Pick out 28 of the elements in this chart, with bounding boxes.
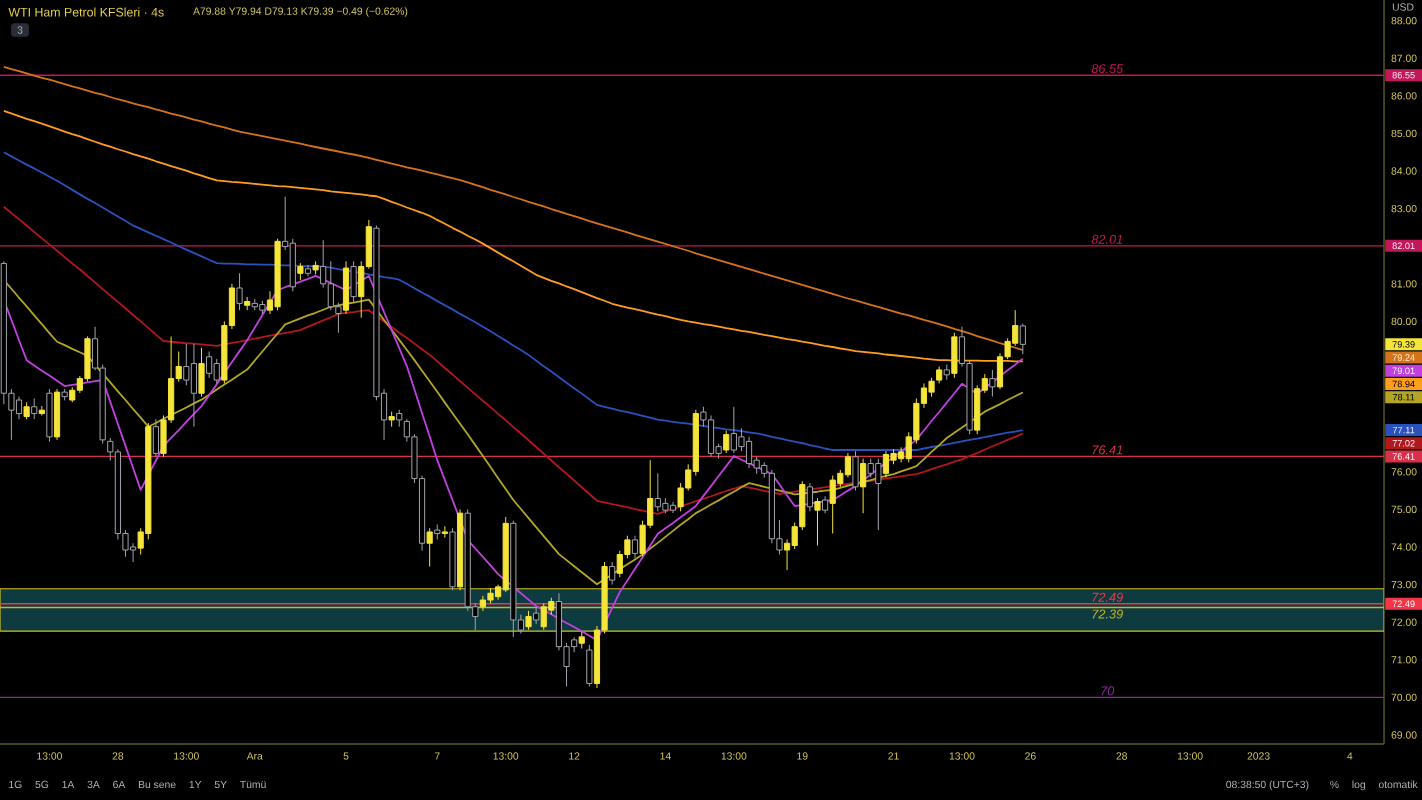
candlestick <box>707 414 715 458</box>
candlestick <box>456 508 464 591</box>
candlestick <box>350 260 357 304</box>
candlestick <box>479 595 486 612</box>
candlestick <box>152 418 159 458</box>
candlestick <box>15 396 23 420</box>
candlestick <box>882 450 890 478</box>
candlestick <box>53 388 61 441</box>
candlestick <box>327 260 334 311</box>
candlestick <box>441 525 448 539</box>
candlestick <box>540 602 547 631</box>
candlestick <box>84 335 91 383</box>
candlestick <box>745 436 753 469</box>
candlestick <box>814 497 821 546</box>
candlestick <box>533 606 540 625</box>
candlestick <box>669 501 677 514</box>
candlestick <box>844 452 852 478</box>
candlestick <box>464 508 471 612</box>
candlestick <box>860 458 867 514</box>
candlestick <box>806 482 813 512</box>
candlestick <box>198 347 205 398</box>
candlestick <box>304 264 312 277</box>
candlestick <box>768 469 775 544</box>
candlestick <box>206 351 213 379</box>
candlestick <box>821 495 829 514</box>
candlestick <box>342 260 350 315</box>
candlestick <box>631 535 639 559</box>
candlestick <box>190 343 198 428</box>
